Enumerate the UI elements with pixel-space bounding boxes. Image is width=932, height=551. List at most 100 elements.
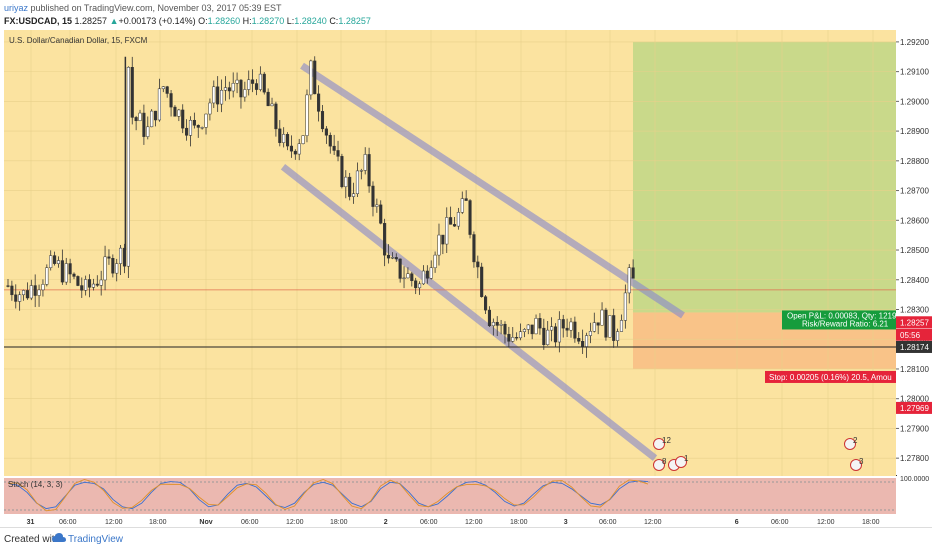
candle-body: [25, 290, 29, 299]
candle-body: [503, 323, 507, 335]
x-tick-label: 12:00: [105, 519, 123, 526]
candle-body: [33, 285, 37, 296]
candle-body: [10, 285, 14, 296]
candle-body: [348, 176, 352, 197]
candle-body: [538, 318, 542, 329]
candle-body: [367, 154, 371, 187]
y-tick-label: 1.28300: [900, 305, 929, 314]
channel-lower-line: [280, 164, 658, 461]
candle-body: [239, 79, 243, 98]
y-tick-label: 1.28500: [900, 246, 929, 255]
y-tick-label: 1.28700: [900, 187, 929, 196]
candle-body: [286, 134, 290, 147]
candle-body: [309, 60, 313, 96]
candle-body: [204, 113, 208, 128]
quote-line: FX:USDCAD, 15 1.28257 ▲+0.00173 (+0.14%)…: [4, 16, 371, 27]
y-tick-label: 1.28900: [900, 127, 929, 136]
candle-body: [293, 150, 297, 155]
y-tick-label: 1.29200: [900, 38, 929, 47]
candle-body: [386, 254, 391, 259]
candle-body: [72, 273, 76, 277]
candle-body: [56, 260, 61, 264]
last-price: 1.28257: [74, 16, 108, 26]
price-label-box: [896, 316, 932, 329]
event-count: 8: [662, 457, 667, 466]
x-tick-label: 6: [735, 519, 739, 526]
author-link[interactable]: uriyaz: [4, 3, 29, 13]
candle-body: [390, 257, 394, 259]
candle-body: [53, 255, 57, 264]
flag-icon: [850, 459, 862, 471]
price-label-box: [896, 328, 932, 341]
candle-body: [150, 110, 154, 128]
candle-body: [604, 309, 608, 338]
y-tick-label: 1.28000: [900, 395, 929, 404]
close-value: 1.28257: [338, 16, 371, 26]
candle-body: [410, 273, 414, 282]
candle-body: [278, 128, 282, 143]
tradingview-brand[interactable]: TradingView: [68, 534, 124, 545]
open-value: 1.28260: [207, 16, 241, 26]
price-chart[interactable]: 1.29200 1.29100 1.29000 1.28900 1.28800 1.287…: [0, 0, 932, 527]
candle-body: [91, 283, 95, 288]
candle-body: [596, 322, 600, 326]
candle-body: [414, 280, 418, 289]
candle-body: [64, 263, 68, 283]
candle-body: [553, 326, 558, 343]
stoch-tick-label: 100.0000: [900, 476, 929, 483]
candle-body: [445, 217, 449, 245]
candle-body: [375, 204, 379, 207]
price-label: 1.28257: [900, 318, 929, 327]
candle-body: [569, 321, 573, 331]
x-tick-label: 12:00: [817, 519, 835, 526]
low-label: L:: [286, 16, 295, 26]
candle-body: [177, 109, 181, 117]
stoch-pane: [4, 478, 896, 514]
published-text: published on TradingView.com, November 0…: [30, 3, 282, 13]
close-label: C:: [329, 16, 339, 26]
candle-body: [254, 83, 259, 90]
candle-body: [371, 185, 375, 207]
candle-body: [262, 73, 266, 93]
chart-title: U.S. Dollar/Canadian Dollar, 15, FXCM: [9, 36, 148, 45]
candle-body: [313, 60, 317, 95]
y-tick-label: 1.28800: [900, 157, 929, 166]
x-tick-label: 3: [564, 519, 568, 526]
x-tick-label: 12:00: [644, 519, 662, 526]
flag-icon: [653, 459, 665, 471]
candle-body: [608, 315, 612, 338]
channel-upper-line: [300, 62, 685, 319]
candle-body: [429, 267, 433, 279]
change-arrow-icon: ▲: [109, 16, 119, 26]
candle-body: [247, 79, 251, 90]
y-tick-label: 1.29000: [900, 97, 929, 106]
candle-body: [49, 255, 53, 268]
candle-body: [550, 326, 554, 331]
candle-body: [181, 109, 185, 129]
candle-body: [231, 83, 235, 92]
candle-body: [460, 198, 464, 213]
x-tick-label: 06:00: [771, 519, 789, 526]
candle-body: [169, 93, 173, 108]
candle-body: [480, 266, 484, 297]
x-tick-label: 06:00: [59, 519, 77, 526]
high-value: 1.28270: [251, 16, 285, 26]
candle-body: [468, 200, 472, 235]
candle-body: [274, 103, 278, 130]
open-label: O:: [198, 16, 208, 26]
candle-body: [80, 285, 84, 291]
candle-body: [522, 329, 526, 332]
candle-body: [142, 112, 146, 137]
candle-body: [208, 102, 212, 115]
candle-body: [95, 283, 99, 286]
candle-body: [18, 294, 22, 302]
candle-body: [157, 88, 161, 121]
candle-body: [87, 279, 92, 288]
stoch-label: Stoch (14, 3, 3): [8, 480, 63, 489]
header: uriyaz published on TradingView.com, Nov…: [0, 0, 932, 30]
candle-body: [534, 318, 538, 335]
candle-body: [243, 89, 247, 98]
candle-body: [45, 267, 49, 285]
candle-body: [398, 258, 402, 279]
candle-body: [437, 234, 441, 256]
